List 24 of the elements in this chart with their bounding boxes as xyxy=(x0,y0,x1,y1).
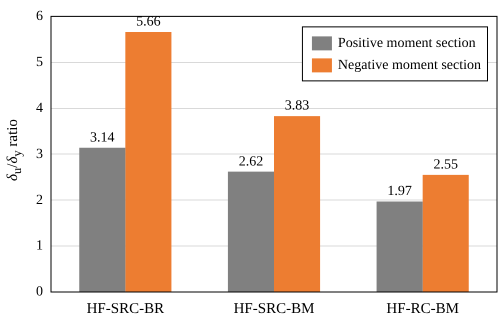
data-label: 3.14 xyxy=(90,130,115,146)
bar xyxy=(79,148,126,292)
y-tick-label: 6 xyxy=(36,9,43,24)
y-tick-label: 0 xyxy=(36,284,43,300)
bar xyxy=(376,202,423,292)
bar xyxy=(422,174,469,292)
y-tick-label: 2 xyxy=(36,192,43,208)
legend-label: Positive moment section xyxy=(338,36,476,52)
data-label: 3.83 xyxy=(284,98,310,114)
x-tick-label: HF-SRC-BR xyxy=(86,300,164,317)
data-label: 5.66 xyxy=(136,14,161,30)
bar xyxy=(228,172,274,292)
data-label: 2.55 xyxy=(433,158,458,173)
x-tick-label: HF-RC-BM xyxy=(386,300,459,317)
data-label: 2.62 xyxy=(238,154,264,170)
bar xyxy=(274,116,320,292)
legend-label: Negative moment section xyxy=(338,58,482,74)
y-tick-label: 5 xyxy=(36,55,43,70)
bar xyxy=(125,32,172,292)
y-tick-label: 4 xyxy=(36,100,43,116)
x-tick-label: HF-SRC-BM xyxy=(234,300,314,317)
y-tick-label: 1 xyxy=(36,238,43,254)
data-label: 1.97 xyxy=(387,184,412,200)
y-tick-label: 3 xyxy=(36,146,43,162)
